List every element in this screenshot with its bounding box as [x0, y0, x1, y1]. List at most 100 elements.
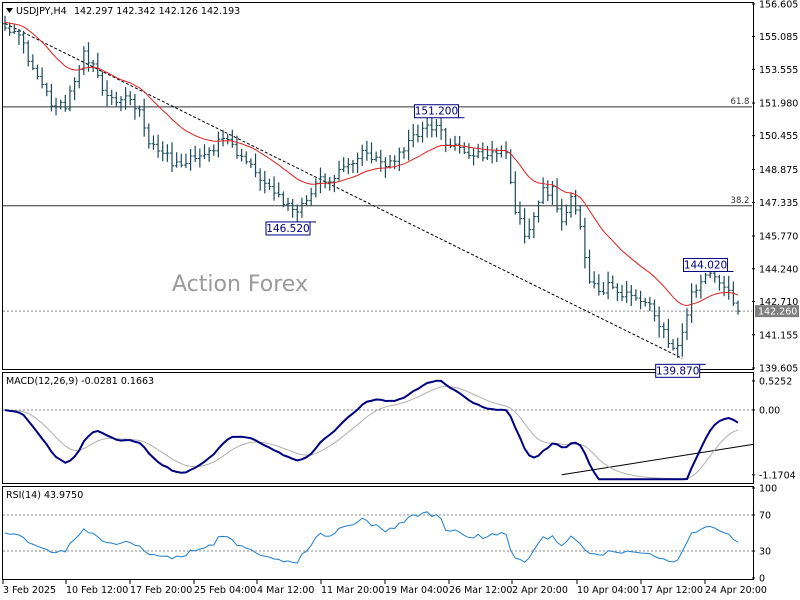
price-tick-label: 148.875 — [759, 165, 798, 176]
ohlc-bar — [374, 151, 379, 162]
macd-tick-label: 0.5252 — [759, 376, 792, 387]
ohlc-bar — [188, 149, 193, 171]
macd-title: MACD(12,26,9) -0.0281 0.1663 — [6, 376, 154, 387]
macd-tick-label: 0.00 — [759, 406, 780, 417]
ohlc-bar — [420, 121, 425, 143]
ohlc-bar — [267, 178, 272, 190]
ohlc-bar — [568, 192, 573, 218]
ohlc-bar — [332, 175, 337, 193]
ohlc-bar — [21, 30, 26, 54]
ohlc-bar — [680, 323, 685, 357]
ohlc-bar — [160, 141, 165, 162]
ohlc-bar — [86, 42, 91, 72]
ohlc-bar — [299, 197, 304, 218]
ohlc-bar — [476, 143, 481, 159]
ohlc-bar — [401, 147, 406, 159]
ohlc-bar — [726, 275, 731, 300]
ohlc-bar — [559, 198, 564, 231]
ohlc-bar — [582, 217, 587, 269]
x-tick-label: 3 Feb 2025 — [3, 585, 56, 596]
ohlc-bar — [67, 85, 72, 112]
ohlc-bar — [109, 89, 114, 106]
price-tick-label: 144.240 — [759, 264, 798, 275]
ohlc-bar — [151, 135, 156, 150]
x-tick-label: 26 Mar 12:00 — [449, 585, 512, 596]
ohlc-bar — [355, 152, 360, 174]
ohlc-bar — [578, 204, 583, 230]
symbol-label: USDJPY,H4 — [16, 6, 67, 17]
fib-level-label: 61.8 — [731, 97, 750, 107]
ohlc-bar — [72, 77, 77, 101]
ohlc-bar — [202, 144, 207, 160]
ohlc-bar — [736, 300, 740, 315]
ohlc-bar — [439, 117, 444, 140]
x-tick-label: 4 Mar 12:00 — [257, 585, 314, 596]
svg-text:146.520: 146.520 — [266, 223, 309, 235]
ohlc-bar — [671, 339, 676, 351]
rsi-tick-label: 30 — [759, 547, 771, 558]
price-panel-frame — [2, 2, 754, 370]
ohlc-bar — [564, 204, 569, 226]
ohlc-bar — [253, 153, 258, 178]
ohlc-bar — [360, 144, 365, 167]
price-tick-label: 151.980 — [759, 99, 798, 110]
ohlc-bar — [12, 24, 17, 35]
ohlc-bar — [522, 208, 527, 244]
last-price-tag — [755, 305, 799, 318]
ohlc-bar — [165, 144, 170, 162]
ohlc-bar — [541, 177, 546, 205]
dropdown-triangle-icon[interactable] — [6, 8, 13, 13]
ohlc-bar — [411, 124, 416, 148]
ohlc-bar — [285, 197, 290, 211]
ohlc-bar — [694, 284, 699, 298]
ohlc-bar — [137, 105, 142, 117]
ohlc-bar — [513, 171, 518, 215]
ohlc-bar — [281, 191, 286, 208]
ohlc-bar — [457, 135, 462, 154]
ohlc-readout: 142.297 142.342 142.126 142.193 — [74, 6, 240, 17]
price-trendline — [4, 22, 683, 359]
ohlc-bar — [142, 98, 147, 137]
watermark: Action Forex — [172, 272, 308, 297]
ohlc-bar — [170, 142, 175, 172]
ohlc-bar — [490, 141, 495, 164]
ohlc-bar — [91, 59, 96, 72]
ohlc-bar — [531, 212, 536, 239]
ohlc-bar — [684, 308, 689, 340]
ohlc-bar — [657, 306, 662, 338]
ohlc-bar — [480, 142, 485, 162]
ohlc-bar — [364, 140, 369, 161]
ohlc-bar — [717, 274, 722, 291]
ohlc-bar — [54, 97, 59, 116]
ohlc-bar — [248, 158, 253, 168]
rsi-tick-label: 70 — [759, 511, 771, 522]
ohlc-bar — [397, 147, 402, 171]
ohlc-bar — [633, 289, 638, 301]
ohlc-bar — [183, 153, 188, 168]
ohlc-bar — [3, 15, 7, 31]
ohlc-bar — [7, 23, 12, 36]
ohlc-bar — [211, 144, 216, 156]
macd-panel-frame — [2, 372, 754, 484]
ohlc-bar — [114, 91, 119, 107]
ohlc-bar — [262, 170, 267, 194]
ohlc-bar — [304, 195, 309, 206]
ohlc-bar — [26, 40, 31, 67]
last-price-tag-label: 142.260 — [758, 307, 797, 318]
ohlc-bar — [323, 173, 328, 189]
price-annotation: 144.020 — [683, 257, 734, 272]
ohlc-bar — [327, 176, 332, 191]
rsi-line — [4, 511, 739, 564]
ohlc-bar — [471, 148, 476, 166]
price-tick-label: 147.335 — [759, 198, 798, 209]
rsi-panel-frame — [2, 486, 754, 580]
ohlc-bar — [596, 274, 601, 296]
ohlc-bar — [661, 322, 666, 339]
ohlc-bar — [221, 130, 226, 147]
ohlc-bar — [341, 157, 346, 173]
price-tick-label: 156.605 — [759, 0, 798, 11]
ohlc-bar — [629, 285, 634, 306]
ohlc-bar — [258, 168, 263, 191]
ohlc-bar — [118, 96, 123, 112]
ohlc-bar — [234, 135, 239, 159]
